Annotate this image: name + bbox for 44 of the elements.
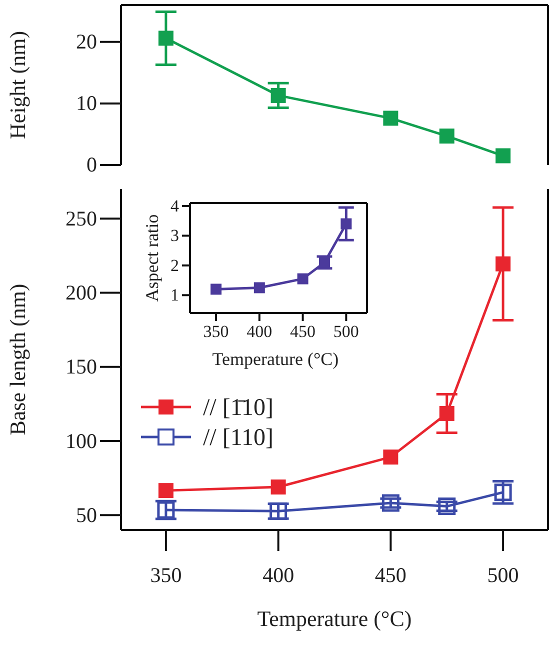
point <box>270 88 286 103</box>
y-axis-title: Height (nm) <box>5 30 30 140</box>
point <box>340 218 352 230</box>
y-axis-title: Base length (nm) <box>5 284 30 436</box>
y-tick-label: 0 <box>86 152 97 177</box>
point <box>158 483 174 498</box>
y-tick-label: 150 <box>66 354 97 379</box>
point <box>439 406 454 421</box>
point <box>297 273 308 284</box>
point <box>383 110 398 126</box>
point <box>496 256 511 272</box>
point <box>494 484 512 502</box>
point <box>254 282 265 294</box>
x-tick-label: 350 <box>150 562 182 587</box>
point <box>210 284 222 295</box>
point <box>496 148 511 164</box>
x-tick-label: 500 <box>487 562 519 587</box>
point <box>382 494 400 512</box>
y-tick-label: 4 <box>170 196 180 216</box>
x-axis-title: Temperature (°C) <box>257 606 412 631</box>
y-axis-title: Aspect ratio <box>142 214 162 302</box>
y-tick-label: 10 <box>76 91 97 116</box>
x-axis-title: Temperature (°C) <box>212 349 339 369</box>
legend-label: // [1̄10] <box>203 395 274 421</box>
y-tick-label: 250 <box>66 206 97 230</box>
y-tick-label: 50 <box>76 502 97 527</box>
x-tick-label: 350 <box>203 322 229 342</box>
x-tick-label: 500 <box>333 322 359 342</box>
point <box>383 450 398 465</box>
y-tick-label: 100 <box>66 428 97 453</box>
x-tick-label: 400 <box>262 562 294 587</box>
point <box>270 480 286 495</box>
x-tick-label: 450 <box>290 322 316 342</box>
x-tick-label: 450 <box>374 562 406 587</box>
y-tick-label: 2 <box>170 256 179 275</box>
legend-label: // [110] <box>203 425 274 451</box>
y-tick-label: 200 <box>66 280 97 305</box>
y-tick-label: 20 <box>76 30 97 54</box>
x-tick-label: 400 <box>246 322 272 342</box>
point <box>158 30 174 46</box>
point <box>439 128 454 144</box>
y-tick-label: 1 <box>170 286 179 305</box>
y-tick-label: 3 <box>170 226 179 246</box>
point <box>438 498 456 516</box>
